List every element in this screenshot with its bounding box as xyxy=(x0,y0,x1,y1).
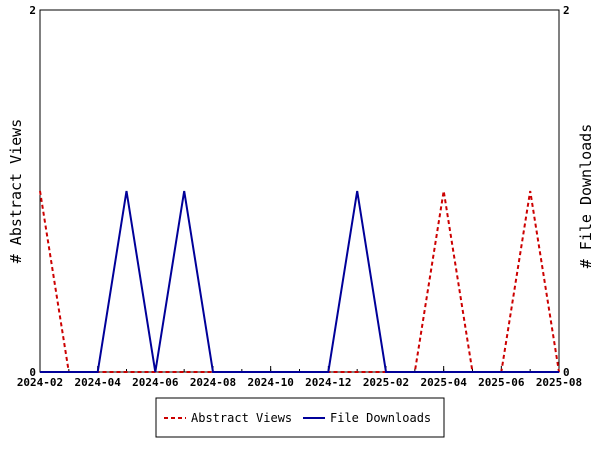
legend-label-abstract-views: Abstract Views xyxy=(191,411,292,425)
x-tick-label: 2024-04 xyxy=(74,376,121,389)
legend-label-file-downloads: File Downloads xyxy=(330,411,431,425)
series-line-file-downloads xyxy=(40,190,559,373)
x-axis-ticks: 2024-02 2024-04 2024-06 2024-08 2024-10 2024-… xyxy=(17,366,582,389)
x-tick-label: 2024-02 xyxy=(17,376,63,389)
y-tick-label-left: 0 xyxy=(29,366,36,379)
x-tick-label: 2025-04 xyxy=(420,376,467,389)
x-tick-label: 2024-08 xyxy=(190,376,236,389)
series-lines xyxy=(39,190,560,373)
y-tick-label-left: 2 xyxy=(29,4,36,17)
y-tick-label-right: 0 xyxy=(563,366,570,379)
x-tick-label: 2025-08 xyxy=(536,376,582,389)
legend: Abstract Views File Downloads xyxy=(155,397,445,438)
x-tick-label: 2024-12 xyxy=(305,376,351,389)
x-tick-label: 2024-10 xyxy=(247,376,293,389)
plot-area xyxy=(39,9,560,373)
y-axis-title-left: # Abstract Views xyxy=(7,119,25,264)
legend-box xyxy=(155,397,445,438)
x-tick-label: 2025-02 xyxy=(363,376,409,389)
x-tick-label: 2025-06 xyxy=(478,376,525,389)
y-axis-title-right: # File Downloads xyxy=(577,124,595,269)
y-tick-label-right: 2 xyxy=(563,4,570,17)
x-tick-label: 2024-06 xyxy=(132,376,179,389)
